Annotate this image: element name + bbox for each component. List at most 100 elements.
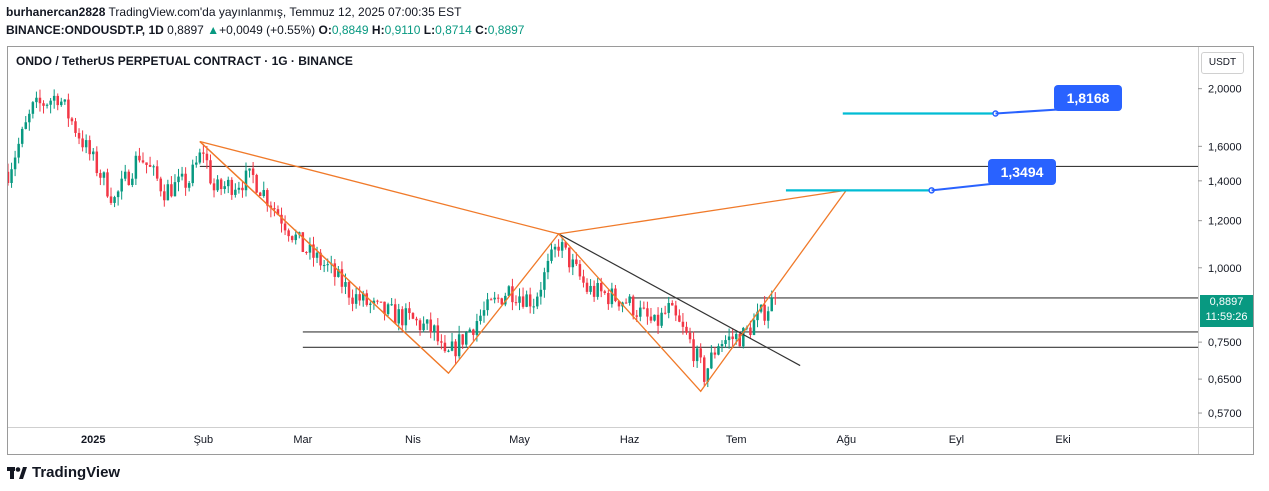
candle-body	[102, 172, 106, 178]
candle-body	[564, 242, 567, 248]
candle-body	[237, 187, 241, 190]
candle-body	[440, 341, 443, 343]
tradingview-logo[interactable]: TradingView	[7, 464, 120, 481]
candle-body	[656, 314, 660, 326]
candle-body	[209, 160, 212, 184]
candle-body	[717, 346, 720, 355]
harmonic-pattern-line	[199, 140, 559, 235]
candle-body	[344, 282, 347, 287]
candle-body	[479, 315, 482, 322]
candle-body	[148, 164, 152, 167]
candle-body	[408, 308, 411, 314]
candle-body	[8, 171, 10, 183]
candle-body	[290, 236, 294, 241]
harmonic-pattern-line	[199, 141, 848, 393]
x-tick-label: 2025	[81, 434, 105, 446]
candle-body	[660, 312, 663, 326]
candle-body	[173, 182, 177, 197]
author-name: burhanercan2828	[6, 5, 106, 19]
candle-body	[202, 152, 205, 154]
candle-body	[617, 301, 621, 307]
candle-body	[326, 264, 329, 266]
x-tick-label: Tem	[726, 434, 747, 446]
candle-body	[692, 339, 695, 362]
candle-body	[92, 151, 95, 155]
candle-body	[568, 247, 571, 268]
candle-body	[28, 113, 31, 123]
candle-body	[184, 173, 187, 188]
last-price-tag: 0,8897 11:59:26	[1200, 295, 1253, 327]
candle-body	[20, 128, 24, 144]
candle-body	[695, 348, 699, 362]
high-value: 0,9110	[384, 23, 421, 37]
candle-body	[52, 95, 56, 101]
y-tick-label: 1,4000	[1208, 176, 1242, 188]
chart-panel[interactable]: 2,0000 1,6000 1,4000 1,2000 1,0000 0,7500 0,65…	[7, 46, 1254, 455]
candle-body	[340, 269, 344, 287]
candle-body	[273, 208, 276, 210]
candle-body	[766, 311, 770, 321]
candle-body	[706, 368, 710, 382]
candle-body	[550, 249, 553, 261]
candle-body	[337, 269, 340, 277]
candle-body	[84, 140, 88, 148]
candle-body	[230, 179, 234, 195]
target-callout-2[interactable]: 1,8168	[1054, 85, 1122, 111]
candle-body	[671, 303, 674, 306]
candle-body	[244, 170, 248, 191]
trendline	[558, 233, 801, 367]
currency-button[interactable]: USDT	[1201, 52, 1244, 74]
candle-body	[248, 168, 251, 171]
candle-body	[333, 263, 337, 277]
candle-body	[447, 350, 450, 352]
candle-body	[425, 319, 429, 324]
y-tick-label: 1,0000	[1208, 263, 1242, 275]
candle-body	[308, 244, 312, 253]
candle-body	[756, 311, 759, 321]
candle-body	[457, 334, 461, 357]
tradingview-logo-icon	[7, 466, 27, 479]
candle-body	[713, 352, 717, 355]
candle-body	[216, 179, 219, 191]
change-arrow-icon: ▲	[207, 23, 220, 37]
candle-body	[383, 301, 386, 315]
candle-body	[688, 332, 692, 340]
candle-body	[315, 252, 319, 258]
ohlc-line: BINANCE:ONDOUSDT.P, 1D 0,8897 ▲+0,0049 (…	[6, 23, 524, 37]
candle-body	[635, 315, 638, 317]
y-tick-label: 0,5700	[1208, 408, 1242, 420]
candle-body	[67, 99, 70, 119]
candle-body	[95, 151, 99, 174]
symbol-label: BINANCE:ONDOUSDT.P, 1D	[6, 23, 164, 37]
candle-body	[720, 344, 724, 347]
candle-body	[415, 318, 418, 321]
candle-body	[592, 285, 596, 297]
candle-body	[699, 348, 702, 358]
candle-body	[489, 299, 493, 301]
x-tick-label: Eki	[1055, 434, 1070, 446]
candle-body	[241, 187, 244, 191]
x-tick-label: May	[509, 434, 530, 446]
candle-body	[106, 172, 109, 197]
candle-body	[109, 196, 113, 203]
candle-body	[710, 352, 713, 369]
candle-body	[496, 297, 500, 299]
candle-body	[727, 336, 731, 341]
candle-body	[155, 166, 159, 179]
candle-body	[628, 296, 631, 303]
candle-body	[141, 160, 145, 163]
candle-body	[511, 286, 514, 303]
brand-name: TradingView	[32, 464, 121, 481]
candle-body	[351, 297, 354, 304]
candle-body	[74, 121, 77, 133]
candle-body	[166, 184, 170, 201]
candle-body	[429, 319, 432, 333]
candle-body	[322, 265, 326, 267]
candle-body	[589, 285, 592, 292]
candle-body	[528, 294, 532, 307]
candle-body	[525, 294, 528, 307]
target-callout-1[interactable]: 1,3494	[988, 159, 1056, 185]
candle-body	[198, 152, 202, 163]
candle-body	[774, 297, 777, 299]
candle-body	[631, 296, 635, 316]
